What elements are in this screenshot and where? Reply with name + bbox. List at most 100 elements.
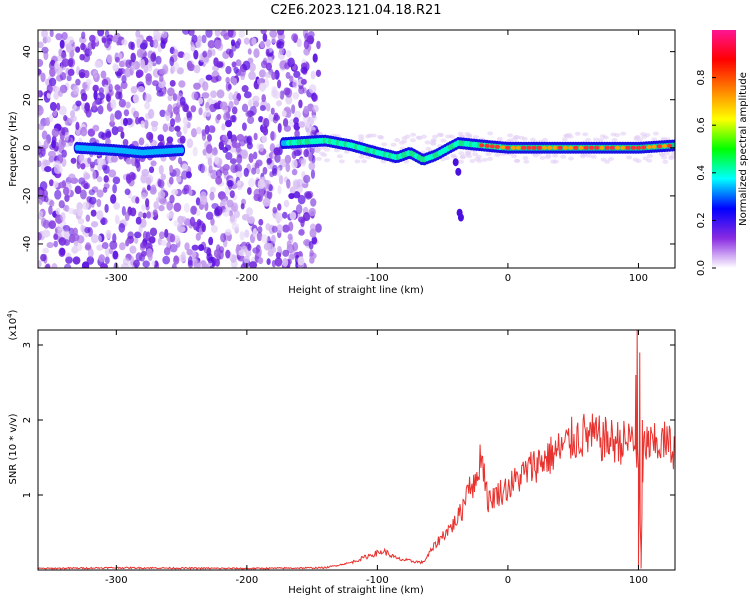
spectrogram-noise-dot [173, 220, 179, 227]
spectrogram-noise-dot [307, 31, 315, 38]
spectrogram-noise-dot [78, 36, 87, 44]
spectrogram-y-axis: -40 -20 0 20 40 [22, 45, 675, 252]
spectrogram-halo-dot [398, 140, 405, 145]
spectrogram-noise-dot [198, 97, 204, 105]
spectrogram-halo-dot [544, 155, 551, 160]
spectrogram-noise-dot [221, 198, 227, 206]
spectrogram-noise-dot [215, 75, 222, 82]
spectrogram-y-tick-label: -40 [22, 236, 33, 252]
spectrogram-noise-dot [38, 260, 42, 268]
spectrogram-noise-dot [225, 76, 230, 84]
snr-panel: -300 -200 -100 0 100 1 2 3 Height of straight … [6, 309, 676, 596]
spectrogram-halo-dot [511, 154, 518, 159]
spectrogram-noise-dot [293, 117, 299, 125]
spectrogram-noise-dot [75, 100, 82, 107]
spectrogram-halo-dot [552, 159, 559, 164]
spectrogram-noise-dot [84, 102, 91, 112]
spectrogram-noise-dot [125, 239, 130, 247]
spectrogram-x-label: Height of straight line (km) [288, 285, 424, 296]
spectrogram-noise-dot [287, 233, 293, 241]
spectrogram-noise-dot [298, 121, 306, 128]
figure-title: C2E6.2023.121.04.18.R21 [270, 3, 441, 18]
spectrogram-noise-dot [139, 42, 148, 50]
spectrogram-halo-dot [634, 134, 641, 139]
spectrogram-noise-dot [282, 211, 288, 219]
spectrogram-noise-dot [309, 223, 316, 231]
spectrogram-noise-dot [202, 50, 208, 58]
spectrogram-noise-dot [111, 126, 119, 136]
spectrogram-halo-dot [582, 132, 589, 137]
spectrogram-noise-dot [115, 56, 120, 63]
spectrogram-noise-dot [121, 74, 127, 84]
spectrogram-halo-dot [358, 154, 365, 159]
spectrogram-noise-dot [199, 163, 205, 174]
spectrogram-noise-dot [146, 62, 153, 72]
spectrogram-noise-dot [100, 70, 107, 79]
spectrogram-noise-dot [157, 78, 166, 89]
spectrogram-halo-dot [469, 158, 476, 163]
spectrogram-noise-dot [296, 38, 302, 48]
spectrogram-noise-dot [40, 253, 47, 262]
spectrogram-noise-dot [156, 90, 164, 97]
spectrogram-noise-dot [169, 56, 175, 67]
spectrogram-noise-dot [309, 228, 317, 238]
spectrogram-noise-dot [303, 149, 310, 158]
spectrogram-noise-dot [207, 134, 212, 142]
spectrogram-halo-dot [354, 159, 361, 164]
spectrogram-noise-dot [252, 247, 260, 254]
spectrogram-noise-dot [104, 247, 110, 257]
snr-x-label: Height of straight line (km) [288, 585, 424, 596]
snr-y-tick-label: 2 [22, 417, 33, 423]
spectrogram-noise-dot [119, 242, 126, 251]
spectrogram-noise-dot [170, 118, 176, 127]
spectrogram-noise-dot [257, 179, 266, 190]
spectrogram-noise-dot [155, 32, 162, 39]
spectrogram-halo-dot [458, 151, 465, 156]
spectrogram-noise-dot [108, 169, 117, 178]
spectrogram-halo-dot [430, 141, 437, 146]
spectrogram-noise-dot [210, 126, 216, 133]
spectrogram-noise-dot [246, 136, 252, 144]
spectrogram-halo-dot [466, 134, 473, 139]
spectrogram-noise-dot [205, 30, 213, 38]
spectrogram-noise-dot [43, 50, 49, 61]
spectrogram-noise-dot [186, 138, 194, 149]
spectrogram-noise-dot [121, 206, 126, 216]
spectrogram-noise-dot [258, 115, 264, 123]
spectrogram-noise-dot [160, 40, 166, 49]
spectrogram-noise-dot [147, 252, 153, 262]
spectrogram-ridge-peak [521, 145, 527, 150]
spectrogram-halo-dot [496, 136, 503, 141]
snr-y-scale: (x104) [6, 309, 19, 340]
spectrogram-noise-dot [146, 211, 152, 219]
spectrogram-noise-dot [162, 255, 171, 265]
spectrogram-halo-dot [394, 138, 401, 143]
spectrogram-spur-dot [457, 213, 464, 222]
spectrogram-noise-dot [195, 126, 202, 135]
spectrogram-noise-dot [239, 231, 245, 241]
spectrogram-noise-dot [260, 30, 267, 35]
spectrogram-noise-dot [142, 260, 150, 268]
spectrogram-noise-dot [59, 72, 67, 81]
spectrogram-noise-dot [48, 205, 53, 215]
spectrogram-ridge-peak [662, 144, 668, 149]
spectrogram-noise-dot [308, 84, 317, 94]
spectrogram-noise-dot [211, 147, 218, 156]
spectrogram-noise-dot [159, 198, 168, 205]
spectrogram-noise-dot [85, 242, 91, 250]
spectrogram-noise-dot [143, 64, 149, 74]
spectrogram-noise-dot [215, 176, 223, 185]
spectrogram-noise-dot [282, 224, 290, 233]
spectrogram-noise-dot [118, 98, 126, 108]
spectrogram-noise-dot [279, 90, 285, 100]
spectrogram-halo-dot [336, 154, 343, 159]
spectrogram-noise-dot [192, 146, 198, 157]
spectrogram-noise-dot [79, 71, 86, 79]
spectrogram-ridge-peak [552, 145, 558, 150]
spectrogram-halo-dot [580, 152, 587, 157]
spectrogram-noise-dot [96, 244, 104, 251]
spectrogram-noise-dot [123, 109, 130, 117]
spectrogram-noise-dot [225, 249, 231, 259]
spectrogram-noise-dot [231, 223, 240, 231]
spectrogram-noise-dot [289, 186, 296, 194]
